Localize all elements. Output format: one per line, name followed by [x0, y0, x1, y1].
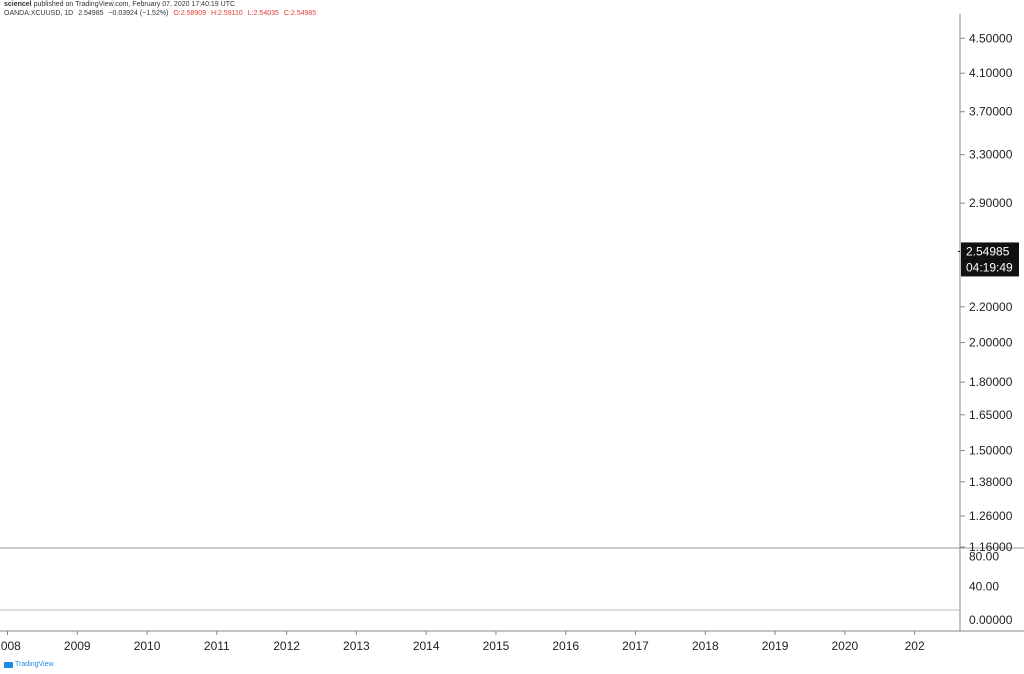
price-change: −0.03924 (−1.52%) [108, 10, 169, 17]
tradingview-brand: TradingView [15, 661, 54, 668]
last-price-badge[interactable] [961, 242, 1019, 277]
countdown-label: 04:19:49 [966, 260, 1013, 274]
price-tick-label: 2.20000 [969, 300, 1013, 314]
price-tick-label: 1.50000 [969, 444, 1013, 458]
close-value: C:2.54985 [283, 10, 317, 17]
time-tick-label: 2008 [0, 639, 21, 653]
osc-tick-label: 0.00000 [969, 613, 1013, 627]
axes: 4.50000 4.10000 3.70000 3.30000 2.90000 2.200… [0, 14, 1024, 664]
price-tick-label: 3.30000 [969, 148, 1013, 162]
chart-header: sciencel published on TradingView.com, F… [4, 0, 319, 18]
price-tick-label: 1.38000 [969, 475, 1013, 489]
time-tick-label: 2016 [552, 639, 579, 653]
price-tick-label: 4.10000 [969, 66, 1013, 80]
price-tick-label: 4.50000 [969, 31, 1013, 45]
tradingview-footer[interactable]: TradingView [4, 661, 54, 668]
time-tick-label: 2010 [134, 639, 161, 653]
last-price-label: 2.54985 [966, 244, 1010, 258]
price-tick-label: 3.70000 [969, 105, 1013, 119]
author-name[interactable]: sciencel [4, 1, 32, 8]
time-tick-label: 202 [905, 639, 925, 653]
price-tick-label: 1.16000 [969, 540, 1013, 554]
time-tick-label: 2009 [64, 639, 91, 653]
last-price: 2.54985 [78, 10, 104, 17]
time-tick-label: 2019 [762, 639, 789, 653]
time-tick-label: 2017 [622, 639, 649, 653]
price-tick-label: 1.80000 [969, 375, 1013, 389]
time-tick-label: 2014 [413, 639, 440, 653]
time-tick-label: 2018 [692, 639, 719, 653]
published-info: published on TradingView.com, February 0… [33, 1, 236, 8]
price-tick-label: 1.65000 [969, 408, 1013, 422]
time-tick-label: 2015 [483, 639, 510, 653]
high-value: H:2.59110 [211, 10, 243, 17]
rsi-tick-label: 80.00 [969, 550, 999, 564]
time-tick-label: 2011 [204, 639, 230, 653]
price-tick-label: 2.00000 [969, 336, 1013, 350]
time-tick-label: 2020 [832, 639, 859, 653]
symbol-label[interactable]: OANDA:XCUUSD, 1D [4, 10, 74, 17]
time-tick-label: 2012 [273, 639, 300, 653]
price-tick-label: 1.26000 [969, 509, 1013, 523]
low-value: L:2.54035 [247, 10, 279, 17]
time-tick-label: 2013 [343, 639, 370, 653]
open-value: O:2.58909 [173, 10, 207, 17]
rsi-tick-label: 40.00 [969, 580, 999, 594]
chart-background [0, 14, 1024, 664]
tradingview-logo-icon [4, 661, 13, 668]
price-tick-label: 2.90000 [969, 196, 1013, 210]
